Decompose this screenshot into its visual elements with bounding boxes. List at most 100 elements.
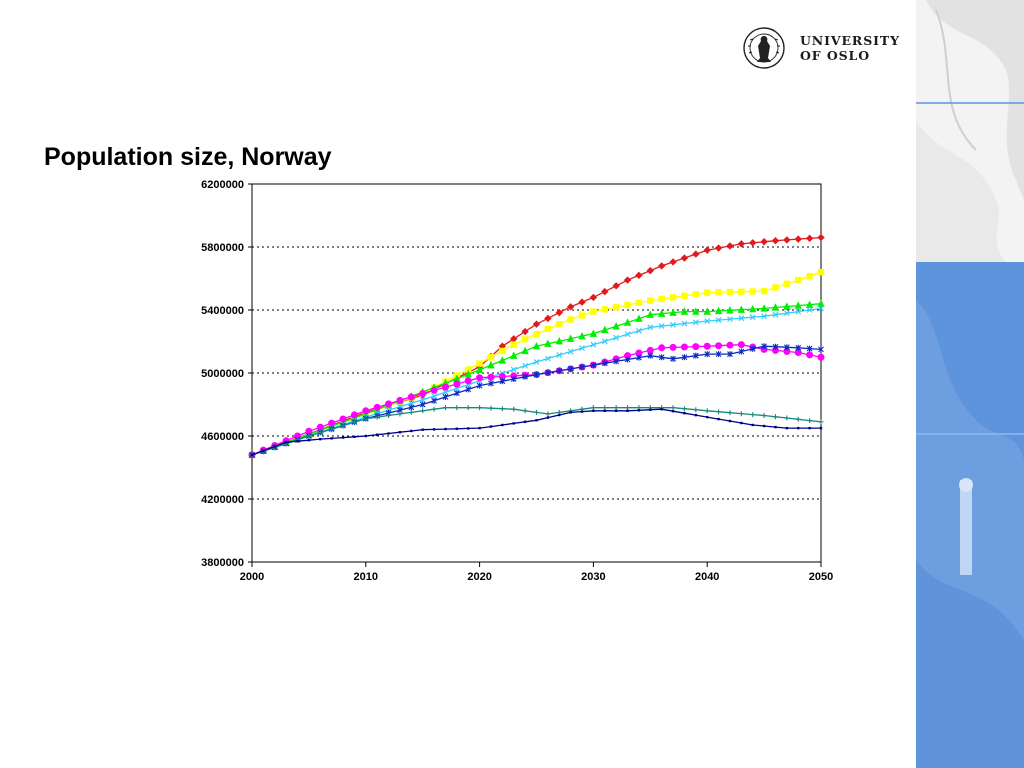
series-marker [544,339,552,347]
series-marker [805,234,814,243]
series-marker [589,329,598,337]
series-marker [646,346,654,354]
university-name: UNIVERSITY OF OSLO [800,33,900,63]
series-marker [740,421,743,425]
series-marker [351,419,357,425]
series-marker [398,431,402,434]
series-marker [692,352,699,359]
series-marker [487,354,495,361]
series-marker [556,352,563,358]
series-marker [658,344,666,352]
series-marker [567,316,574,323]
series-marker [637,409,641,412]
series-marker [328,419,336,427]
series-marker [692,307,700,315]
series-marker [305,427,313,435]
series-marker [771,303,780,311]
series-marker [704,408,710,414]
series-marker [353,435,356,438]
series-marker [806,351,814,359]
series-marker [339,415,347,423]
series-marker [487,373,495,381]
y-tick-label: 4200000 [201,494,244,506]
series-marker [658,323,665,329]
series-marker [489,425,493,428]
series-marker [669,308,677,316]
series-marker [510,335,518,343]
series-marker [316,423,324,431]
x-tick-label: 2000 [240,571,264,583]
series-marker [794,301,802,309]
series-marker [522,408,528,414]
series-marker [296,440,299,443]
series-marker [512,422,515,425]
series-marker [727,351,733,358]
series-marker [373,403,381,411]
series-marker [657,309,666,317]
series-marker [455,427,459,430]
series-marker [578,298,586,306]
series-marker [785,426,789,430]
series-marker [807,418,813,424]
series-marker [795,344,802,351]
series-marker [772,284,779,291]
series-marker [817,353,825,361]
series-marker [589,293,598,302]
series-marker [464,377,472,385]
series-marker [671,409,675,413]
series-marker [467,427,470,430]
series-marker [544,355,551,362]
series-marker [419,396,426,403]
series-marker [794,349,802,357]
series-marker [646,310,654,318]
series-marker [783,236,791,244]
series-marker [694,413,698,417]
series-marker [795,276,802,284]
series-marker [307,439,311,442]
series-marker [533,371,540,378]
series-marker [624,301,631,309]
series-marker [601,338,608,345]
series-marker [453,374,461,382]
series-marker [704,318,711,324]
series-marker [670,405,676,411]
series-marker [545,411,551,417]
series-marker [476,382,483,389]
series-marker [511,406,517,412]
series-marker [683,411,686,415]
series-marker [715,289,722,296]
series-marker [806,307,813,313]
series-marker [580,410,584,413]
y-tick-label: 4600000 [201,431,244,443]
series-marker [738,288,745,295]
series-marker [806,272,813,280]
series-marker [749,314,756,321]
series-marker [680,343,688,351]
y-tick-label: 3800000 [201,557,244,569]
university-name-line1: UNIVERSITY [800,33,900,48]
series-marker [499,347,506,355]
series-marker [523,420,527,424]
series-marker [612,303,620,311]
series-marker [783,280,791,287]
series-marker [817,299,825,307]
series-marker [341,436,345,439]
series-marker [442,405,448,411]
series-marker [818,419,824,425]
series-marker [521,336,529,343]
series-marker [522,362,529,369]
series-marker [603,409,606,412]
series-marker [750,412,756,418]
series-marker [635,299,643,306]
series-marker [544,325,552,333]
series-marker [660,408,663,411]
series-marker [284,441,288,444]
series-marker [408,409,414,415]
series-marker [783,310,790,317]
series-marker [454,405,460,411]
series-marker [442,393,449,400]
slide-title: Population size, Norway [44,143,332,171]
x-tick-label: 2040 [695,571,719,583]
series-marker [737,341,745,349]
series-marker [558,413,561,417]
